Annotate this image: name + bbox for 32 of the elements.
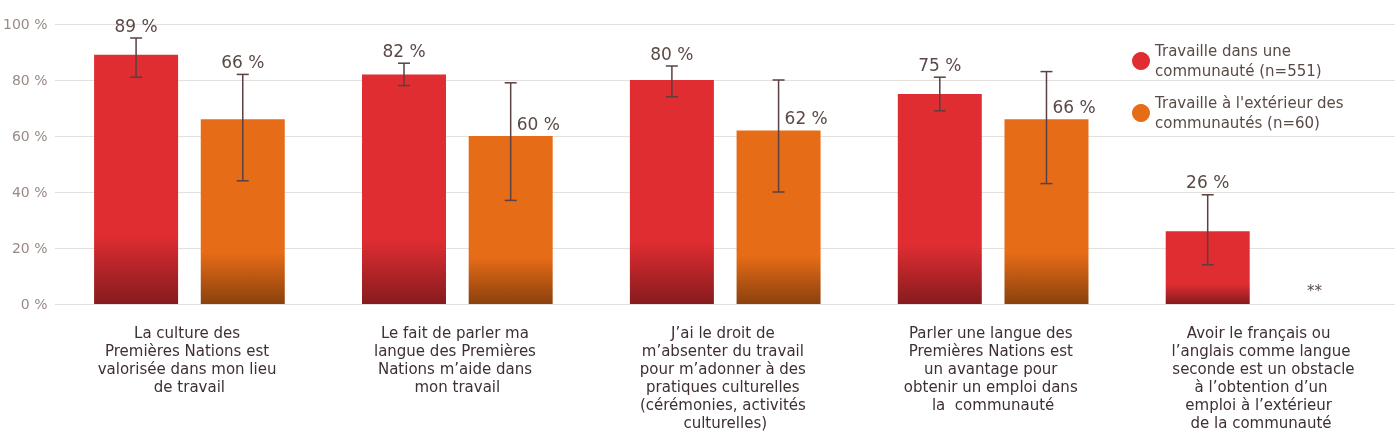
bar [200, 119, 285, 304]
x-tick-label: La culture des Premières Nations est valorisée dans mon lieu de travail [97, 324, 282, 396]
x-tick-label: J’ai le droit de m’absenter du travail pour m’adonner à des pratiques culturelles (cérémonies, activités culturelles) [639, 324, 811, 432]
data-label: 80 % [650, 43, 694, 64]
data-label: 60 % [516, 113, 560, 134]
bar [1004, 119, 1089, 304]
y-tick-label: 0 % [20, 296, 48, 312]
y-tick-label: 100 % [2, 16, 48, 32]
bar [94, 54, 179, 304]
bar [736, 130, 821, 304]
legend-label: Travaille dans une communauté (n=551) [1154, 42, 1322, 80]
y-tick-label: 40 % [11, 184, 48, 200]
legend-label: Travaille à l'extérieur des communautés (n=60) [1154, 94, 1349, 132]
annotation: ** [1306, 281, 1323, 300]
data-label: 62 % [784, 107, 828, 128]
data-label: 75 % [918, 54, 962, 75]
x-tick-label: Le fait de parler ma langue des Premières Nations m’aide dans mon travail [373, 324, 541, 396]
data-label: 89 % [114, 15, 158, 36]
bar [1165, 231, 1250, 304]
data-label: 66 % [221, 51, 265, 72]
y-tick-label: 20 % [11, 240, 48, 256]
data-label: 82 % [382, 40, 426, 61]
x-tick-label: Avoir le français ou l’anglais comme langue seconde est un obstacle à l’obtention d’un emploi à l’extérieur de la communauté [1167, 324, 1355, 432]
data-label: 26 % [1186, 172, 1230, 193]
bar [468, 136, 553, 304]
data-label: 66 % [1052, 96, 1096, 117]
y-tick-label: 60 % [11, 128, 48, 144]
bar [629, 80, 714, 304]
x-tick-label: Parler une langue des Premières Nations est un avantage pour obtenir un emploi dans la communauté [903, 324, 1083, 414]
y-tick-label: 80 % [11, 72, 48, 88]
bar [897, 94, 982, 304]
bar [361, 74, 446, 304]
